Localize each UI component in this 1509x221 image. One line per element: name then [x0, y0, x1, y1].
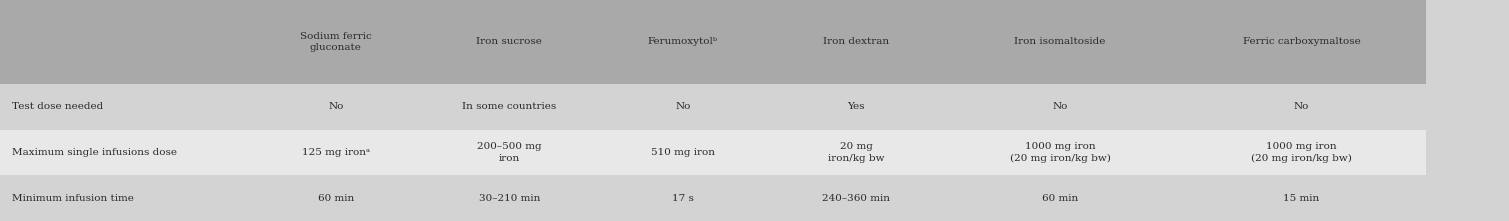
- FancyBboxPatch shape: [249, 130, 423, 175]
- Text: 20 mg
iron/kg bw: 20 mg iron/kg bw: [828, 143, 884, 162]
- FancyBboxPatch shape: [249, 84, 423, 130]
- FancyBboxPatch shape: [1177, 0, 1426, 84]
- Text: No: No: [327, 102, 344, 111]
- FancyBboxPatch shape: [596, 84, 770, 130]
- FancyBboxPatch shape: [943, 84, 1177, 130]
- FancyBboxPatch shape: [423, 0, 596, 84]
- Text: 17 s: 17 s: [672, 194, 694, 203]
- Text: 60 min: 60 min: [1041, 194, 1079, 203]
- Text: Test dose needed: Test dose needed: [12, 102, 103, 111]
- FancyBboxPatch shape: [0, 130, 249, 175]
- Text: 30–210 min: 30–210 min: [478, 194, 540, 203]
- Text: 240–360 min: 240–360 min: [822, 194, 890, 203]
- Text: No: No: [675, 102, 691, 111]
- Text: Iron dextran: Iron dextran: [824, 38, 889, 46]
- Text: Maximum single infusions dose: Maximum single infusions dose: [12, 148, 177, 157]
- FancyBboxPatch shape: [423, 130, 596, 175]
- Text: 125 mg ironᵃ: 125 mg ironᵃ: [302, 148, 370, 157]
- Text: No: No: [1293, 102, 1310, 111]
- Text: Iron sucrose: Iron sucrose: [477, 38, 542, 46]
- FancyBboxPatch shape: [0, 0, 249, 84]
- FancyBboxPatch shape: [770, 130, 943, 175]
- FancyBboxPatch shape: [770, 175, 943, 221]
- FancyBboxPatch shape: [596, 175, 770, 221]
- Text: 510 mg iron: 510 mg iron: [650, 148, 715, 157]
- Text: 60 min: 60 min: [317, 194, 355, 203]
- Text: Yes: Yes: [848, 102, 865, 111]
- Text: Ferric carboxymaltose: Ferric carboxymaltose: [1242, 38, 1361, 46]
- Text: Sodium ferric
gluconate: Sodium ferric gluconate: [300, 32, 371, 52]
- FancyBboxPatch shape: [423, 84, 596, 130]
- FancyBboxPatch shape: [1177, 175, 1426, 221]
- FancyBboxPatch shape: [943, 130, 1177, 175]
- FancyBboxPatch shape: [1177, 130, 1426, 175]
- FancyBboxPatch shape: [943, 0, 1177, 84]
- FancyBboxPatch shape: [249, 0, 423, 84]
- Text: No: No: [1052, 102, 1068, 111]
- FancyBboxPatch shape: [596, 0, 770, 84]
- Text: Ferumoxytolᵇ: Ferumoxytolᵇ: [647, 38, 718, 46]
- FancyBboxPatch shape: [770, 84, 943, 130]
- Text: 1000 mg iron
(20 mg iron/kg bw): 1000 mg iron (20 mg iron/kg bw): [1251, 142, 1352, 163]
- FancyBboxPatch shape: [0, 175, 249, 221]
- FancyBboxPatch shape: [770, 0, 943, 84]
- Text: Minimum infusion time: Minimum infusion time: [12, 194, 134, 203]
- FancyBboxPatch shape: [1177, 84, 1426, 130]
- FancyBboxPatch shape: [249, 175, 423, 221]
- FancyBboxPatch shape: [596, 130, 770, 175]
- Text: 15 min: 15 min: [1283, 194, 1320, 203]
- Text: 1000 mg iron
(20 mg iron/kg bw): 1000 mg iron (20 mg iron/kg bw): [1010, 142, 1111, 163]
- Text: In some countries: In some countries: [462, 102, 557, 111]
- Text: Iron isomaltoside: Iron isomaltoside: [1014, 38, 1106, 46]
- Text: 200–500 mg
iron: 200–500 mg iron: [477, 143, 542, 162]
- FancyBboxPatch shape: [943, 175, 1177, 221]
- FancyBboxPatch shape: [423, 175, 596, 221]
- FancyBboxPatch shape: [0, 84, 249, 130]
